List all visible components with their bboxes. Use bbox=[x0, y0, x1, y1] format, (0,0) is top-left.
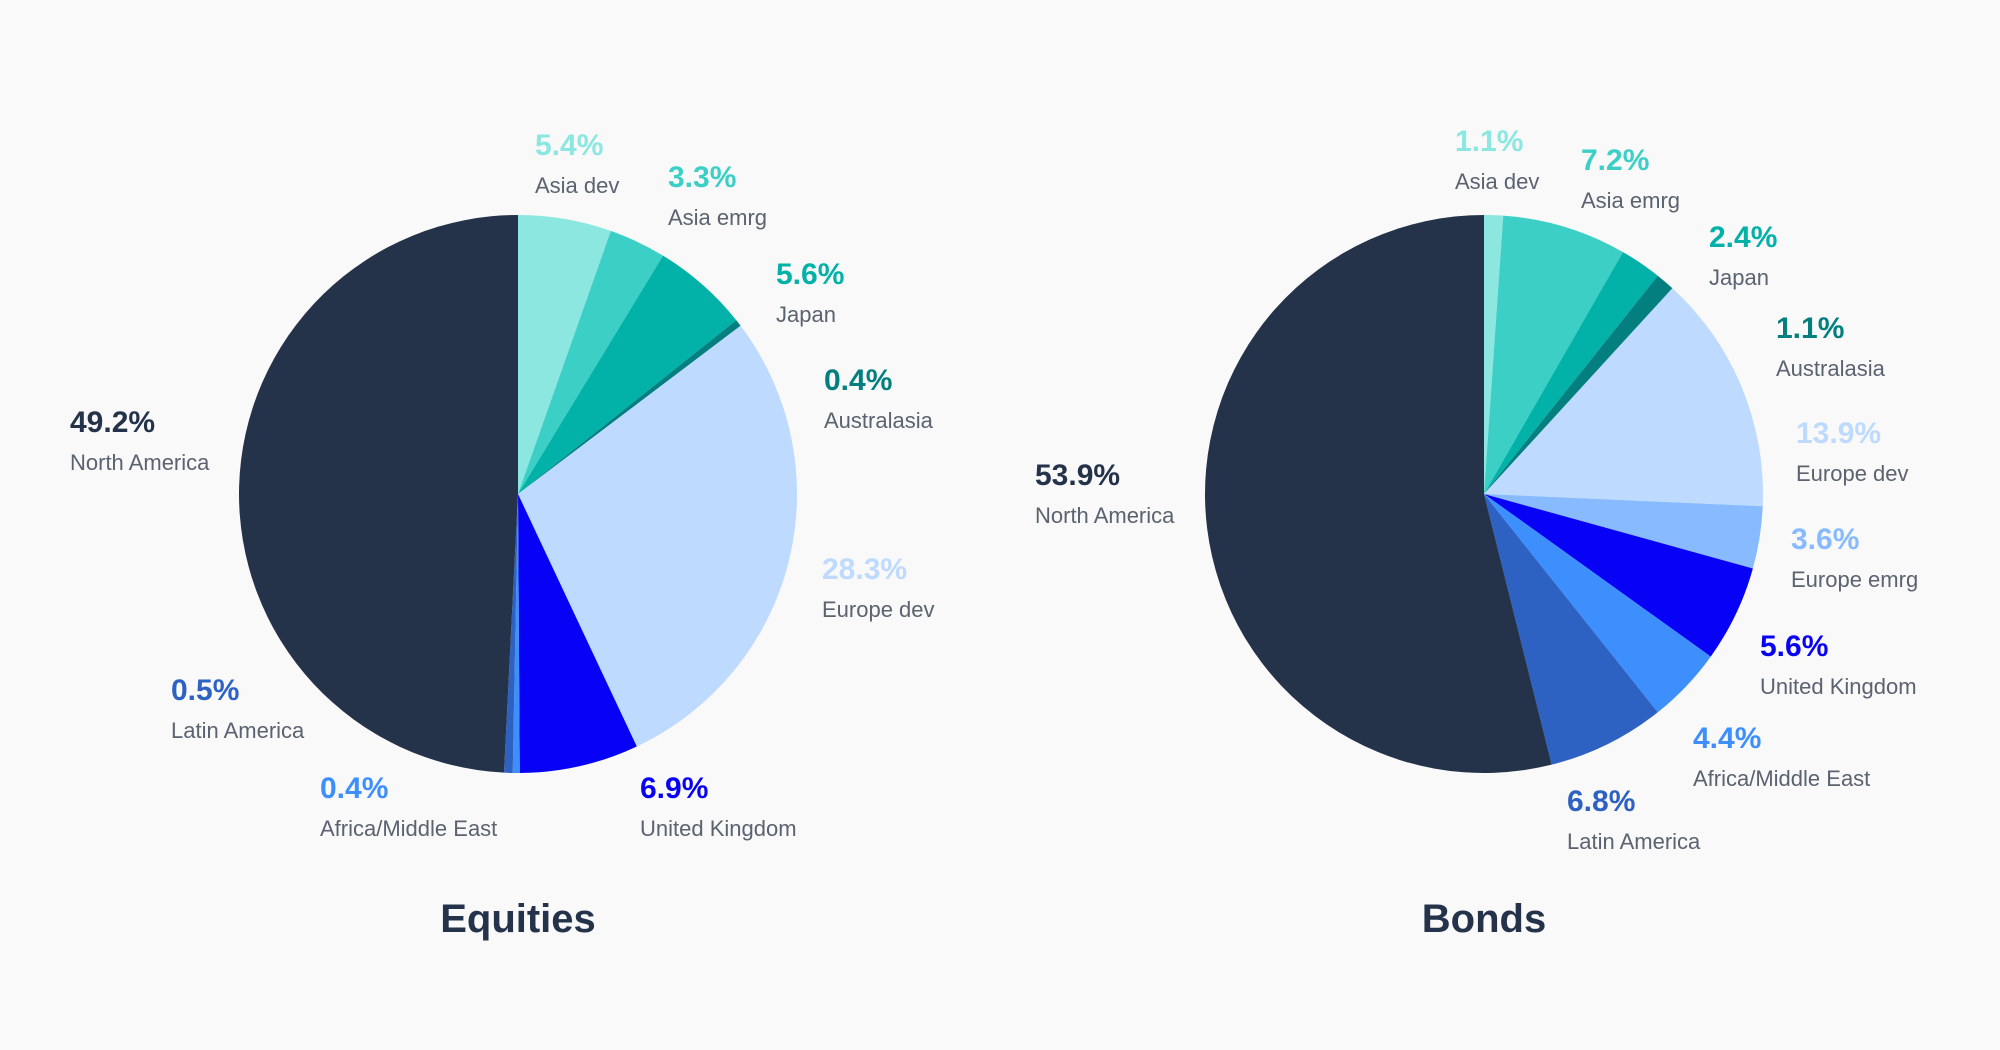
equities-slice-asia-emrg bbox=[518, 230, 664, 494]
equities-slice-japan bbox=[518, 255, 737, 494]
equities-slice-asia-dev bbox=[518, 215, 611, 494]
bonds-value-label-europe-emrg: 3.6% bbox=[1791, 523, 1859, 556]
equities-value-label-united-kingdom: 6.9% bbox=[640, 772, 708, 805]
equities-category-label-north-america: North America bbox=[70, 450, 210, 475]
equities-value-label-australasia: 0.4% bbox=[824, 364, 892, 397]
bonds-slice-asia-dev bbox=[1484, 215, 1504, 494]
equities-value-label-europe-dev: 28.3% bbox=[822, 553, 907, 586]
bonds-pie bbox=[1205, 215, 1764, 773]
bonds-value-label-north-america: 53.9% bbox=[1035, 459, 1120, 492]
equities-category-label-africa-middle-east: Africa/Middle East bbox=[320, 816, 497, 841]
equities-pie bbox=[239, 215, 797, 773]
bonds-slice-australasia bbox=[1484, 275, 1673, 494]
bonds-slice-latin-america bbox=[1484, 494, 1658, 765]
equities-slice-australasia bbox=[518, 320, 741, 494]
bonds-category-label-japan: Japan bbox=[1709, 265, 1769, 290]
equities-value-label-japan: 5.6% bbox=[776, 258, 844, 291]
bonds-category-label-united-kingdom: United Kingdom bbox=[1760, 674, 1917, 699]
equities-slice-europe-dev bbox=[518, 325, 797, 747]
bonds-chart-title: Bonds bbox=[1422, 897, 1546, 941]
bonds-slice-united-kingdom bbox=[1484, 494, 1753, 657]
bonds-value-label-latin-america: 6.8% bbox=[1567, 785, 1635, 818]
bonds-category-label-asia-dev: Asia dev bbox=[1455, 169, 1539, 194]
equities-slice-united-kingdom bbox=[518, 494, 637, 773]
bonds-value-label-australasia: 1.1% bbox=[1776, 312, 1844, 345]
bonds-category-label-australasia: Australasia bbox=[1776, 356, 1886, 381]
equities-value-label-asia-dev: 5.4% bbox=[535, 129, 603, 162]
equities-category-label-australasia: Australasia bbox=[824, 408, 934, 433]
bonds-category-label-europe-dev: Europe dev bbox=[1796, 461, 1909, 486]
equities-value-label-africa-middle-east: 0.4% bbox=[320, 772, 388, 805]
bonds-slice-asia-emrg bbox=[1484, 215, 1623, 494]
bonds-value-label-asia-emrg: 7.2% bbox=[1581, 144, 1649, 177]
equities-category-label-latin-america: Latin America bbox=[171, 718, 305, 743]
equities-slice-north-america bbox=[239, 215, 518, 773]
bonds-slice-north-america bbox=[1205, 215, 1552, 773]
bonds-value-label-africa-middle-east: 4.4% bbox=[1693, 722, 1761, 755]
equities-category-label-united-kingdom: United Kingdom bbox=[640, 816, 797, 841]
bonds-slice-europe-dev bbox=[1484, 288, 1764, 507]
equities-slice-latin-america bbox=[503, 494, 518, 773]
bonds-slice-africa-middle-east bbox=[1484, 494, 1711, 713]
bonds-slice-japan bbox=[1484, 252, 1658, 494]
bonds-category-label-asia-emrg: Asia emrg bbox=[1581, 188, 1680, 213]
bonds-slice-europe-emrg bbox=[1484, 494, 1763, 569]
equities-chart-title: Equities bbox=[440, 897, 596, 941]
equities-value-label-latin-america: 0.5% bbox=[171, 674, 239, 707]
bonds-category-label-north-america: North America bbox=[1035, 503, 1175, 528]
equities-value-label-north-america: 49.2% bbox=[70, 406, 155, 439]
bonds-value-label-japan: 2.4% bbox=[1709, 221, 1777, 254]
equities-category-label-japan: Japan bbox=[776, 302, 836, 327]
bonds-category-label-latin-america: Latin America bbox=[1567, 829, 1701, 854]
equities-category-label-europe-dev: Europe dev bbox=[822, 597, 935, 622]
equities-category-label-asia-dev: Asia dev bbox=[535, 173, 619, 198]
bonds-value-label-asia-dev: 1.1% bbox=[1455, 125, 1523, 158]
bonds-category-label-europe-emrg: Europe emrg bbox=[1791, 567, 1918, 592]
equities-slice-africa-middle-east bbox=[512, 494, 520, 773]
bonds-value-label-united-kingdom: 5.6% bbox=[1760, 630, 1828, 663]
bonds-value-label-europe-dev: 13.9% bbox=[1796, 417, 1881, 450]
equities-value-label-asia-emrg: 3.3% bbox=[668, 161, 736, 194]
bonds-category-label-africa-middle-east: Africa/Middle East bbox=[1693, 766, 1870, 791]
equities-category-label-asia-emrg: Asia emrg bbox=[668, 205, 767, 230]
